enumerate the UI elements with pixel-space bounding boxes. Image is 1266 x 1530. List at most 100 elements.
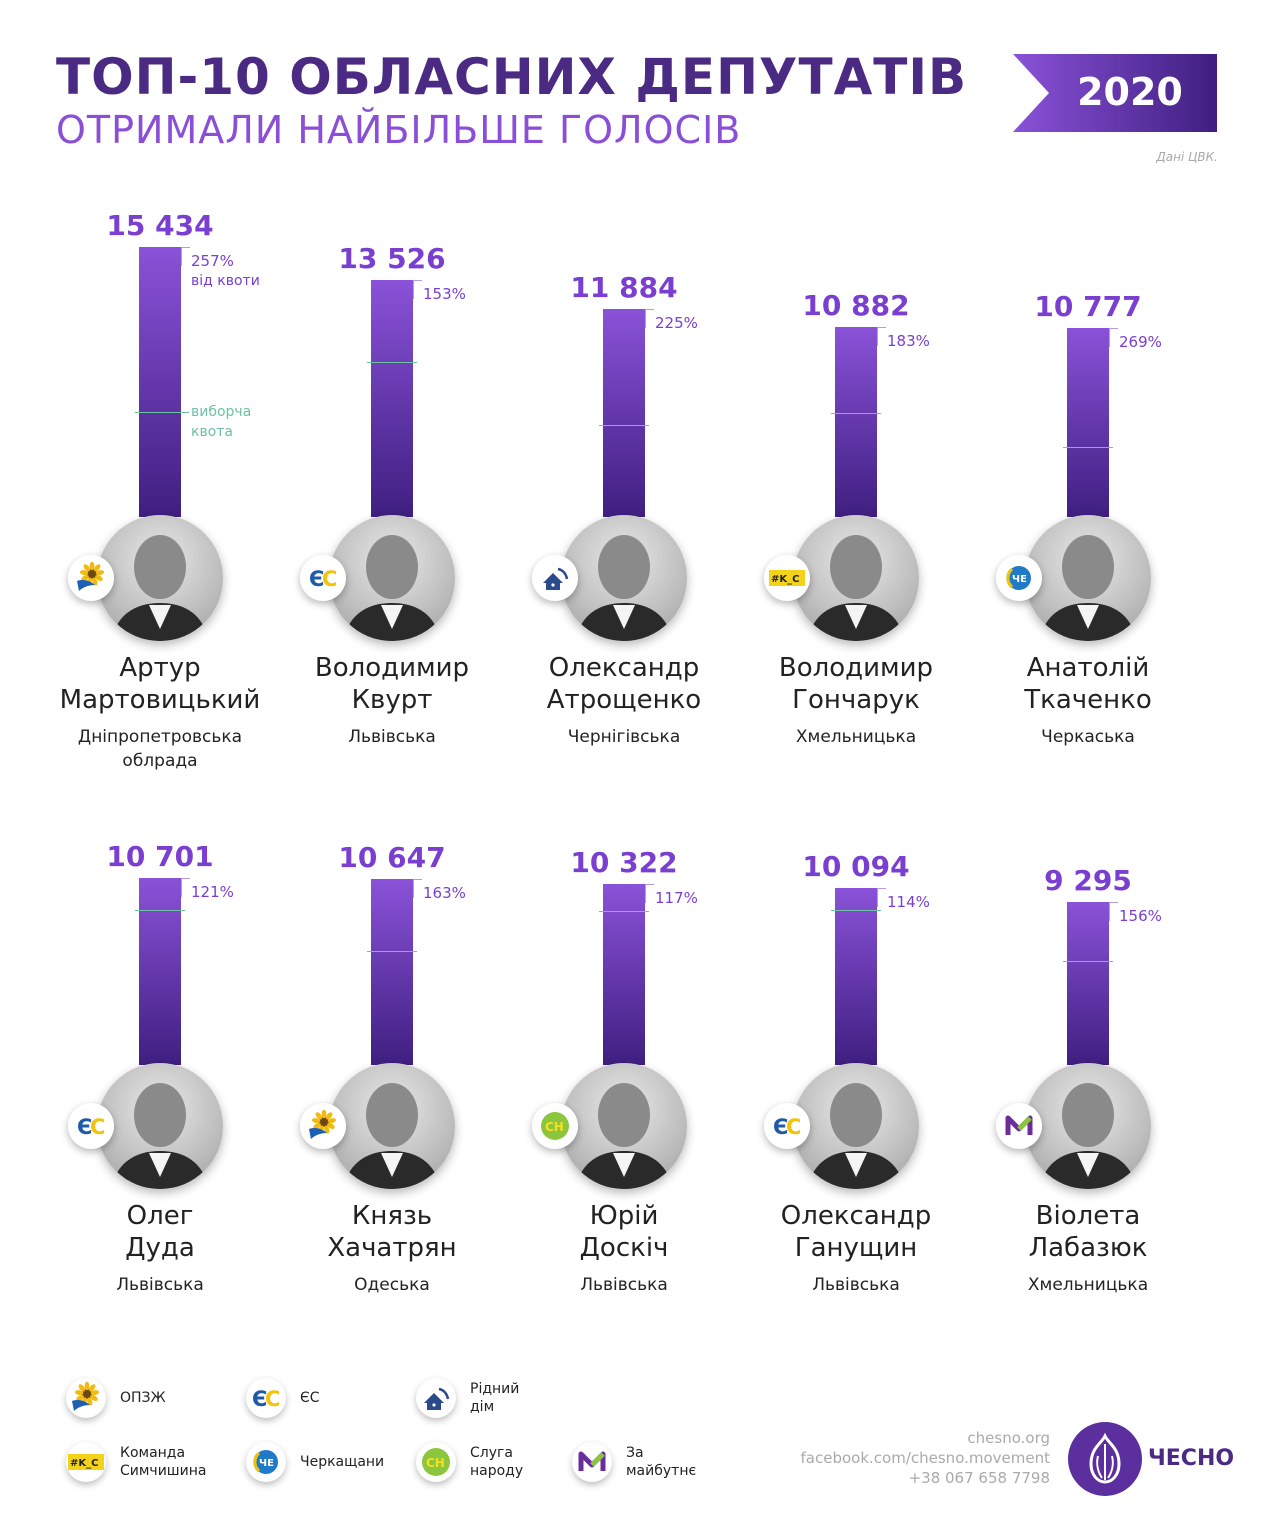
candidate-name: Олег Дуда	[30, 1200, 290, 1264]
quota-percent: 156%	[1119, 907, 1162, 926]
svg-text:С: С	[786, 1115, 801, 1139]
vote-count: 10 882	[802, 288, 910, 322]
quota-line	[367, 362, 417, 364]
svg-text:С: С	[265, 1387, 280, 1411]
quota-line	[367, 950, 417, 952]
m-logo-icon	[572, 1442, 612, 1482]
legend-label: ОПЗЖ	[120, 1390, 166, 1406]
year-label: 2020	[1077, 70, 1183, 114]
candidate-photo	[329, 515, 455, 641]
candidate-name: Олександр Ганущин	[726, 1200, 986, 1264]
data-source: Дані ЦВК.	[1156, 150, 1218, 164]
legend-item: ОПЗЖ	[66, 1378, 166, 1418]
house-icon	[416, 1378, 456, 1418]
candidate-name: Юрій Доскіч	[494, 1200, 754, 1264]
quota-line	[831, 412, 881, 414]
svg-text:СН: СН	[545, 1120, 564, 1134]
candidate-last-name: Гончарук	[792, 685, 920, 715]
candidate-photo	[793, 515, 919, 641]
pct-leader-line	[1109, 902, 1118, 922]
quota-line	[1063, 446, 1113, 448]
candidate-name: Олександр Атрощенко	[494, 652, 754, 716]
svg-text:#K_C: #K_C	[771, 574, 799, 585]
page-subtitle: ОТРИМАЛИ НАЙБІЛЬШЕ ГОЛОСІВ	[56, 108, 742, 152]
candidate-photo	[97, 515, 223, 641]
candidate-name: Князь Хачатрян	[262, 1200, 522, 1264]
vote-bar	[835, 326, 877, 517]
svg-text:С: С	[90, 1115, 105, 1139]
candidate-first-name: Артур	[119, 653, 201, 683]
legend-item: Є С ЄС	[246, 1378, 320, 1418]
che-logo-icon: ЧЕ	[246, 1442, 286, 1482]
vote-count: 10 322	[570, 846, 678, 880]
candidate-last-name: Атрощенко	[546, 685, 702, 715]
legend-label: ЄС	[300, 1390, 320, 1406]
svg-text:#K_C: #K_C	[70, 1458, 98, 1469]
svg-text:Є: Є	[77, 1115, 92, 1139]
candidate-first-name: Віолета	[1035, 1201, 1141, 1231]
legend-label: Слуга народу	[470, 1445, 524, 1479]
candidate-name: Володимир Квурт	[262, 652, 522, 716]
candidate-first-name: Анатолій	[1026, 653, 1150, 683]
quota-line	[831, 910, 881, 912]
legend-item: ЧЕ Черкащани	[246, 1442, 384, 1482]
candidate-name: Віолета Лабазюк	[958, 1200, 1218, 1264]
vote-count: 9 295	[1044, 864, 1132, 898]
candidate-photo	[1025, 1063, 1151, 1189]
vote-count: 10 777	[1034, 290, 1142, 324]
candidate-name: Володимир Гончарук	[726, 652, 986, 716]
facebook-link[interactable]: facebook.com/chesno.movement	[800, 1449, 1050, 1467]
page-title: ТОП-10 ОБЛАСНИХ ДЕПУТАТІВ	[56, 48, 968, 106]
vote-count: 11 884	[570, 271, 678, 305]
candidate-last-name: Мартовицький	[59, 685, 261, 715]
pct-leader-line	[645, 309, 654, 329]
vote-bar	[371, 280, 413, 517]
vote-bar	[835, 888, 877, 1065]
candidate-region: Черкаська	[1041, 727, 1135, 747]
quota-percent: 121%	[191, 882, 234, 901]
svg-text:Є: Є	[773, 1115, 788, 1139]
candidate-region: Львівська	[116, 1275, 204, 1295]
site-link[interactable]: chesno.org	[967, 1429, 1050, 1447]
legend-item: Рідний дім	[416, 1378, 519, 1418]
candidate-first-name: Олександр	[548, 653, 700, 683]
sunflower-icon	[300, 1103, 346, 1149]
vote-bar	[603, 309, 645, 517]
vote-count: 10 094	[802, 850, 910, 884]
quota-percent: 114%	[887, 893, 930, 912]
candidate-last-name: Ткаченко	[1024, 685, 1152, 715]
vote-bar	[1067, 328, 1109, 517]
quota-percent: 117%	[655, 889, 698, 908]
pct-leader-line	[877, 888, 886, 908]
house-icon	[532, 555, 578, 601]
candidate-region: Хмельницька	[795, 727, 917, 747]
sn-logo-icon: СН	[416, 1442, 456, 1482]
candidate-region: Одеська	[354, 1275, 430, 1295]
quota-percent-note: від квоти	[191, 273, 260, 289]
pct-leader-line	[181, 247, 190, 266]
chesno-logo-icon	[1068, 1422, 1142, 1496]
vote-bar	[1067, 902, 1109, 1065]
quota-percent: 269%	[1119, 333, 1162, 352]
logo-text: ЧЕСНО	[1148, 1446, 1235, 1471]
candidate-last-name: Ганущин	[794, 1233, 918, 1263]
pct-leader-line	[877, 326, 886, 346]
candidate-photo	[1025, 515, 1151, 641]
candidate-last-name: Хачатрян	[327, 1233, 457, 1263]
svg-text:СН: СН	[426, 1456, 445, 1470]
candidate-name: Артур Мартовицький	[30, 652, 290, 716]
legend-item: СН Слуга народу	[416, 1442, 523, 1482]
candidate-last-name: Квурт	[351, 685, 433, 715]
vote-bar	[603, 884, 645, 1065]
quota-percent: 163%	[423, 883, 466, 902]
candidate-first-name: Юрій	[589, 1201, 659, 1231]
legend-label: Черкащани	[300, 1454, 385, 1470]
candidate-last-name: Дуда	[125, 1233, 195, 1263]
quota-percent: 225%	[655, 314, 698, 333]
candidate-photo	[561, 515, 687, 641]
svg-text:ЧЕ: ЧЕ	[259, 1458, 274, 1469]
svg-text:Є: Є	[309, 567, 324, 591]
ks-logo-icon: #K_C	[764, 555, 810, 601]
svg-text:С: С	[322, 567, 337, 591]
